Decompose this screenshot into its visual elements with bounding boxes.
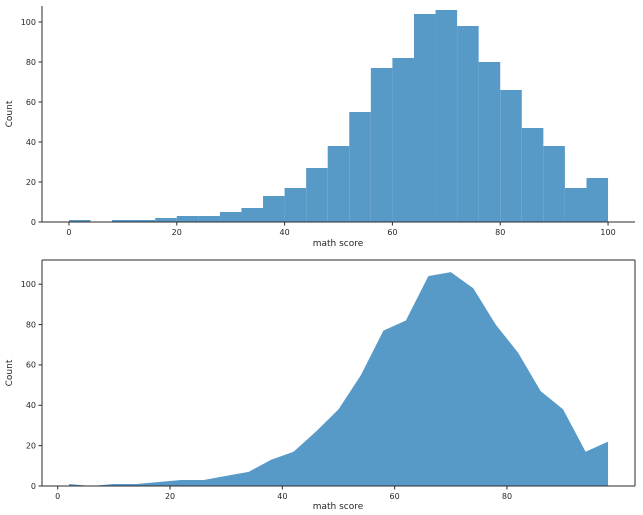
histogram-bar xyxy=(413,14,436,222)
histogram-bar xyxy=(457,26,479,222)
x-tick-label: 20 xyxy=(165,492,175,501)
histogram-bar xyxy=(586,178,609,222)
x-tick-label: 60 xyxy=(390,492,400,501)
histogram-bar xyxy=(219,212,242,222)
y-tick-label: 20 xyxy=(26,178,36,187)
y-tick-label: 0 xyxy=(31,218,36,227)
y-tick-label: 100 xyxy=(21,18,36,27)
area-math-score-chart: math score Count 0 20 40 60 80 0 20 40 60 80 100 xyxy=(5,259,636,512)
histogram-bar xyxy=(564,188,587,222)
histogram-bar xyxy=(112,220,134,222)
x-tick-label: 80 xyxy=(495,228,505,237)
histogram-bar xyxy=(500,90,522,222)
y-axis-label: Count xyxy=(5,359,15,386)
histogram-bar xyxy=(435,10,458,222)
histogram-bar xyxy=(543,146,565,222)
histogram-bar xyxy=(327,146,350,222)
histogram-bar xyxy=(241,208,264,222)
x-tick-label: 0 xyxy=(66,228,71,237)
area-shape xyxy=(68,272,609,486)
histogram-bar xyxy=(392,58,414,222)
y-axis-label: Count xyxy=(5,100,15,127)
x-tick-label: 40 xyxy=(279,228,289,237)
histogram-bar xyxy=(521,128,544,222)
x-tick-label: 20 xyxy=(172,228,182,237)
y-tick-label: 20 xyxy=(26,441,36,450)
histogram-bar xyxy=(370,68,393,222)
x-tick-label: 40 xyxy=(277,492,287,501)
histogram-bar xyxy=(155,218,177,222)
y-tick-label: 80 xyxy=(26,58,36,67)
histogram-bar xyxy=(133,220,156,222)
histogram-math-score-chart: math score Count 0 20 40 60 80 100 0 20 40 60 80 10… xyxy=(5,6,635,249)
histogram-bar xyxy=(478,62,501,222)
y-tick-label: 0 xyxy=(31,482,36,491)
x-tick-label: 60 xyxy=(387,228,397,237)
y-tick-label: 40 xyxy=(26,138,36,147)
x-tick-label: 80 xyxy=(502,492,512,501)
x-axis-label: math score xyxy=(313,502,364,512)
histogram-bar xyxy=(284,188,307,222)
y-tick-label: 40 xyxy=(26,401,36,410)
histogram-bar xyxy=(306,168,328,222)
histogram-bar xyxy=(68,220,91,222)
x-tick-label: 0 xyxy=(55,492,60,501)
y-tick-label: 60 xyxy=(26,361,36,370)
histogram-bar xyxy=(176,216,199,222)
y-tick-label: 80 xyxy=(26,320,36,329)
histogram-bar xyxy=(198,216,220,222)
y-tick-label: 60 xyxy=(26,98,36,107)
histogram-bar xyxy=(349,112,371,222)
x-tick-label: 100 xyxy=(600,228,615,237)
x-axis-label: math score xyxy=(313,239,364,249)
histogram-bar xyxy=(263,196,285,222)
y-tick-label: 100 xyxy=(21,280,36,289)
